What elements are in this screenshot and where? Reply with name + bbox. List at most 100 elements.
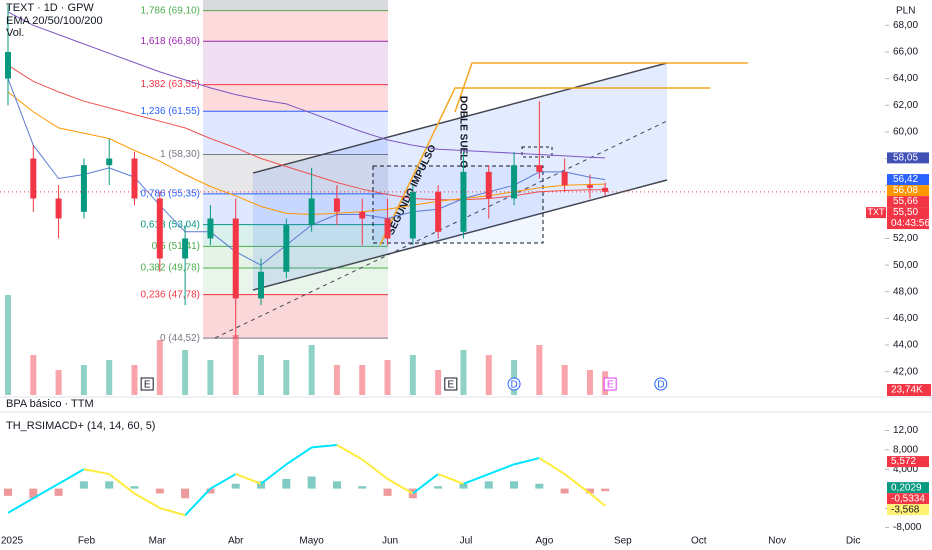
indicator-segment [184, 487, 212, 516]
fib-band [203, 294, 388, 339]
y-tick-label: 64,00 [893, 73, 918, 84]
price-label-bg [887, 185, 929, 197]
indicator-segment [260, 463, 287, 485]
indicator-segment [387, 478, 414, 495]
fib-label: 0,618 (53,04) [141, 219, 201, 230]
indicator-segment [463, 473, 490, 485]
fib-band [203, 224, 388, 247]
candle-body [131, 158, 138, 199]
histogram-bar [383, 488, 392, 496]
indicator-segment [209, 473, 237, 490]
volume-bar [536, 345, 543, 395]
fib-label: 1,382 (63,55) [141, 79, 201, 90]
histogram-bar [585, 488, 594, 494]
candle-body [4, 51, 11, 79]
volume-bar [30, 355, 37, 395]
x-tick-label: Dic [846, 536, 860, 547]
fib-band [203, 10, 388, 42]
x-tick-label: Jul [460, 536, 473, 547]
volume-bar [55, 370, 62, 395]
indicator-label-bg [887, 456, 929, 468]
countdown: 04:43:56 [891, 218, 930, 229]
candle-body [359, 211, 366, 219]
price-label-bg [887, 196, 929, 208]
x-tick-label: Sep [614, 536, 632, 547]
volume-bar [283, 360, 290, 395]
indicator-label: 5,572 [891, 456, 916, 467]
candle-body [460, 171, 467, 232]
fib-label: 0,5 (51,41) [152, 241, 200, 252]
histogram-bar [358, 486, 367, 489]
y-tick-label: 66,00 [893, 47, 918, 58]
histogram-bar [332, 481, 341, 489]
candle-body [283, 225, 290, 272]
indicator-label-bg [887, 504, 929, 516]
histogram-bar [434, 486, 443, 489]
volume-bar [258, 355, 265, 395]
fib-label: 0 (44,52) [160, 333, 200, 344]
x-tick-label: Mar [149, 536, 167, 547]
volume-bar [359, 365, 366, 395]
price-label: 56,42 [893, 174, 918, 185]
price-label-bg [887, 152, 929, 164]
histogram-bar [257, 481, 266, 489]
volume-bar [4, 295, 11, 395]
indicator-label: -0,5334 [891, 493, 925, 504]
histogram-bar [130, 486, 139, 489]
histogram-bar [535, 483, 544, 489]
price-tag: TXT [868, 207, 886, 217]
y-tick-label: 68,00 [893, 20, 918, 31]
event-marker [444, 377, 458, 391]
histogram-bar [231, 483, 240, 489]
indicator-segment [108, 473, 136, 495]
y-tick-label: 46,00 [893, 313, 918, 324]
price-label: 55,66 [893, 196, 918, 207]
candle-body [156, 198, 163, 259]
x-tick-label: Jun [382, 536, 398, 547]
price-label: 56,08 [893, 185, 918, 196]
fib-label: 0,382 (49,78) [141, 263, 201, 274]
candle-body [384, 218, 391, 239]
x-tick-label: 2025 [1, 536, 24, 547]
volume-bar [435, 370, 442, 395]
y-tick-label: 42,00 [893, 366, 918, 377]
volume-bar [131, 365, 138, 395]
volume-bar [80, 365, 87, 395]
indicator-title: TH_RSIMACD+ (14, 14, 60, 5) [6, 420, 155, 432]
histogram-bar [155, 488, 164, 494]
volume-bar [333, 365, 340, 395]
fib-label: 1,236 (61,55) [141, 106, 201, 117]
candle-body [485, 171, 492, 199]
fib-label: 0,786 (55,35) [141, 188, 201, 199]
indicator-segment [285, 446, 313, 466]
volume-bar [485, 355, 492, 395]
indicator-segment [7, 497, 34, 514]
histogram-bar [560, 488, 569, 494]
y-tick-label: 52,00 [893, 233, 918, 244]
event-label: D [657, 380, 664, 391]
volume-bar [409, 355, 416, 395]
candle-body [30, 158, 37, 199]
y-tick-label: 62,00 [893, 100, 918, 111]
currency: PLN [896, 6, 915, 17]
fib-label: 1,786 (69,10) [141, 5, 201, 16]
fib-band [203, 246, 388, 269]
y-tick-label: -8,000 [893, 522, 922, 533]
x-tick-label: Ago [536, 536, 554, 547]
indicator-segment [437, 473, 464, 485]
histogram-bar [206, 488, 215, 494]
x-tick-label: Abr [228, 536, 244, 547]
histogram-bar [307, 476, 316, 489]
candle-body [80, 165, 87, 212]
event-label: D [510, 380, 517, 391]
symbol-title: TEXT · 1D · GPW [6, 2, 94, 14]
price-label-bg [887, 174, 929, 186]
x-tick-label: Nov [768, 536, 786, 547]
y-tick-label: 12,00 [893, 425, 918, 436]
candle-body [308, 198, 315, 226]
y-tick-label: 4,000 [893, 464, 918, 475]
indicator-segment [336, 444, 363, 461]
channel-lower [252, 179, 668, 291]
